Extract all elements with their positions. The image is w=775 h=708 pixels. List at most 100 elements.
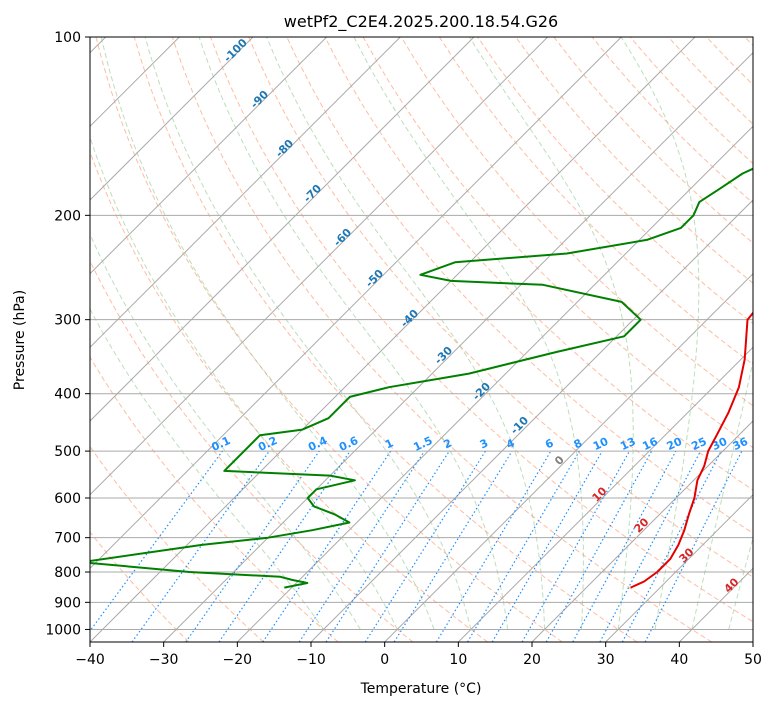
isotherm-line xyxy=(457,346,753,642)
mixing-ratio-line xyxy=(521,450,631,642)
mixing-ratio-label: 13 xyxy=(618,435,637,453)
isotherm-line xyxy=(236,125,753,642)
mixing-ratio-label: 20 xyxy=(665,435,685,453)
dry-adiabat-label: 40 xyxy=(722,575,742,595)
mixing-ratio-line xyxy=(364,450,486,642)
moist-adiabat-line xyxy=(90,135,398,630)
dry-adiabat-line xyxy=(133,37,638,642)
mixing-ratio-line xyxy=(325,450,450,642)
moist-adiabat-line xyxy=(353,37,584,630)
mixing-ratio-line xyxy=(218,450,351,642)
moist-adiabat-line xyxy=(100,37,435,630)
mixing-ratio-line xyxy=(572,450,677,642)
isotherm-line xyxy=(752,641,753,642)
plot-frame xyxy=(89,36,754,643)
isotherm-line xyxy=(90,37,475,422)
isotherm-line xyxy=(90,37,549,496)
x-tick-label: 30 xyxy=(597,652,615,668)
x-tick-label: 20 xyxy=(523,652,541,668)
dry-adiabat-label: 20 xyxy=(632,515,652,535)
isotherm-line xyxy=(163,51,753,642)
mixing-ratio-line xyxy=(644,450,743,642)
mixing-ratio-label: 3 xyxy=(478,436,490,451)
dry-adiabat-line xyxy=(90,150,488,642)
mixing-ratio-label: 2 xyxy=(442,436,454,451)
moist-adiabat-line xyxy=(90,308,324,630)
dry-adiabat-label: -30 xyxy=(432,344,455,367)
y-tick-label: 1000 xyxy=(45,622,81,638)
mixing-ratio-line xyxy=(545,450,653,642)
mixing-ratio-label: 4 xyxy=(504,436,517,451)
y-tick-label: 900 xyxy=(54,595,81,611)
dry-adiabat-label: 30 xyxy=(677,545,697,565)
dry-adiabat-label: -50 xyxy=(363,267,386,290)
moist-adiabat-line xyxy=(691,358,753,630)
x-tick-label: 50 xyxy=(744,652,762,668)
y-tick-label: 600 xyxy=(54,491,81,507)
temperature-series-line xyxy=(630,311,753,589)
y-tick-label: 300 xyxy=(54,313,81,329)
moist-adiabat-line xyxy=(620,37,700,630)
dry-adiabat-label: -10 xyxy=(508,414,531,437)
isotherm-line xyxy=(384,272,753,642)
moist-adiabat-line xyxy=(469,37,634,630)
mixing-ratio-label: 10 xyxy=(591,435,611,453)
moist-adiabat-line xyxy=(728,536,753,630)
mixing-ratio-line xyxy=(185,450,320,642)
moist-adiabat-line xyxy=(90,232,361,630)
moist-adiabat-line xyxy=(144,37,472,630)
dry-adiabat-line xyxy=(95,37,563,642)
mixing-ratio-line xyxy=(435,450,552,642)
x-axis-label: Temperature (°C) xyxy=(360,681,482,697)
isotherm-line xyxy=(90,37,328,275)
moist-adiabat-line xyxy=(198,37,509,630)
dry-adiabat-line xyxy=(90,259,414,642)
dry-adiabat-line xyxy=(324,37,753,491)
mixing-ratio-line xyxy=(90,450,223,632)
dry-adiabat-line xyxy=(90,531,190,642)
mixing-ratio-line xyxy=(393,450,513,642)
isotherm-line xyxy=(90,37,696,642)
y-tick-label: 500 xyxy=(54,444,81,460)
mixing-ratio-line xyxy=(621,450,722,642)
x-tick-label: −40 xyxy=(75,652,105,668)
dry-adiabat-line xyxy=(553,37,753,244)
dry-adiabat-label: -60 xyxy=(331,226,354,249)
y-tick-label: 800 xyxy=(54,565,81,581)
x-tick-label: 40 xyxy=(670,652,688,668)
mixing-ratio-line xyxy=(262,450,392,642)
mixing-ratio-label: 25 xyxy=(689,435,708,453)
chart-title: wetPf2_C2E4.2025.200.18.54.G26 xyxy=(284,12,558,32)
mixing-ratio-group: 0.1 0.2 0.4 0.6 1 1.5 2 3 4 6 8 10 13 16 20 25 30 36 xyxy=(90,434,751,642)
dry-adiabat-label: -80 xyxy=(273,137,296,160)
mixing-ratio-line xyxy=(466,450,580,642)
mixing-ratio-label: 16 xyxy=(640,435,660,453)
isotherm-line xyxy=(90,37,401,349)
y-tick-label: 100 xyxy=(54,30,81,46)
y-tick-label: 700 xyxy=(54,531,81,547)
x-tick-label: −10 xyxy=(296,652,326,668)
mixing-ratio-label: 6 xyxy=(543,436,556,451)
isotherm-line xyxy=(605,493,753,642)
dry-adiabat-line xyxy=(706,37,753,86)
dry-adiabat-label: 10 xyxy=(590,484,610,504)
dry-adiabat-label: 0 xyxy=(552,453,567,468)
dry-adiabat-line xyxy=(90,356,339,642)
dry-adiabat-line xyxy=(171,37,712,642)
dry-adiabat-line xyxy=(515,37,753,284)
y-axis: 100 200 300 400 500 600 700 800 900 1000 xyxy=(45,30,90,638)
dry-adiabat-line xyxy=(400,37,753,407)
dry-adiabat-line xyxy=(248,37,753,578)
isotherm-line xyxy=(310,199,753,642)
y-axis-label: Pressure (hPa) xyxy=(12,290,28,390)
isotherm-line xyxy=(678,567,753,642)
x-tick-label: 10 xyxy=(449,652,467,668)
mixing-ratio-label: 36 xyxy=(731,435,751,453)
dry-adiabat-label: -100 xyxy=(221,36,250,65)
moist-adiabat-line xyxy=(266,37,546,630)
dewpoint-series-line xyxy=(90,167,753,589)
x-axis: −40 −30 −20 −10 0 10 20 30 40 50 xyxy=(75,642,762,668)
dry-adiabat-label: -70 xyxy=(301,182,324,205)
